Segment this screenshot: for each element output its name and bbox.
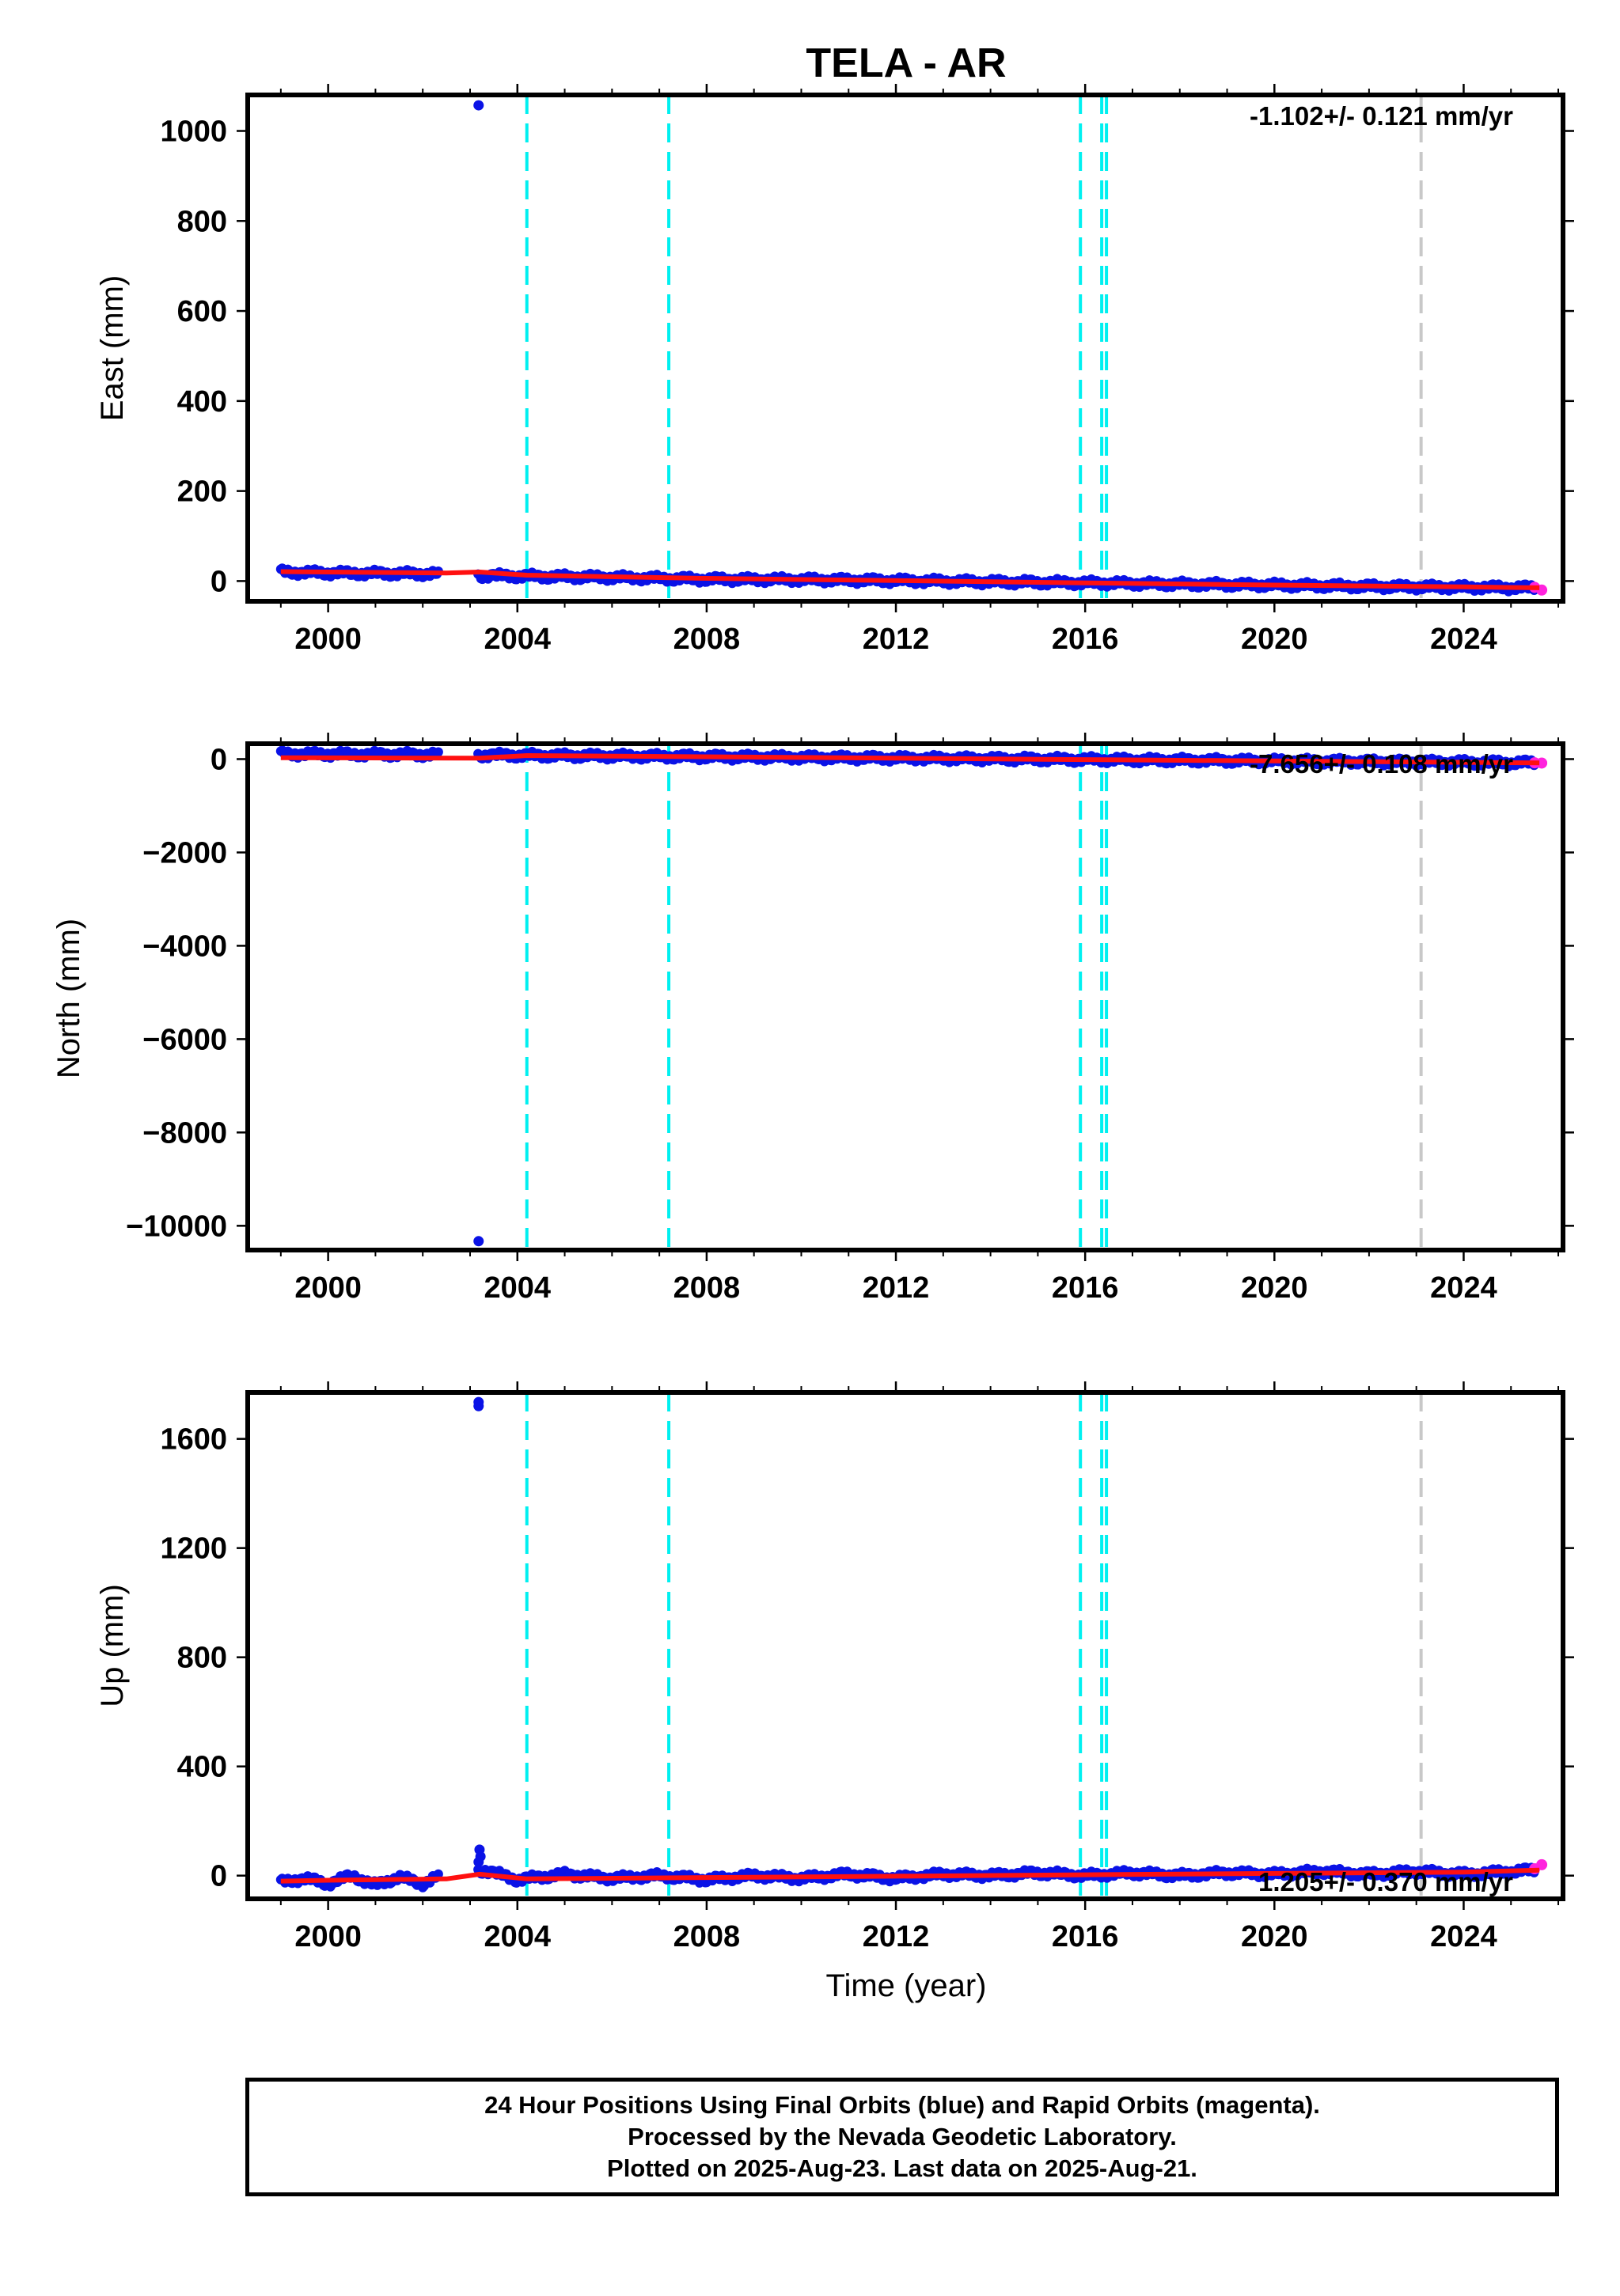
- east-x-tick-label: 2016: [1052, 623, 1119, 656]
- up-outlier-point: [473, 1400, 484, 1411]
- up-y-tick-label: 1600: [160, 1423, 227, 1457]
- north-panel: North (mm) 2000 2004 2008 2012 2016 2020 2024 0…: [51, 733, 1574, 1305]
- up-outlier-point: [473, 1856, 484, 1867]
- east-x-tick-label: 2020: [1241, 623, 1308, 656]
- up-y-tick-label: 0: [211, 1860, 227, 1893]
- east-axis-label: East (mm): [95, 275, 130, 421]
- east-x-tick-label: 2000: [294, 623, 362, 656]
- x-axis-label: Time (year): [826, 1968, 987, 2003]
- north-x-tick-label: 2016: [1052, 1271, 1119, 1305]
- north-y-tick-label: −6000: [142, 1023, 227, 1056]
- north-outlier-point: [473, 1236, 484, 1247]
- east-y-tick-label: 200: [177, 475, 227, 509]
- up-plot-frame: [245, 1390, 1565, 1901]
- north-rate-label: -7.656+/- 0.108 mm/yr: [1250, 749, 1513, 779]
- north-y-tick-label: −8000: [142, 1116, 227, 1150]
- north-model-line: [280, 753, 1540, 766]
- up-x-tick-label: 2004: [484, 1920, 551, 1953]
- east-x-tick-label: 2024: [1430, 623, 1497, 656]
- north-y-tick-label: 0: [211, 743, 227, 776]
- east-y-tick-label: 0: [211, 565, 227, 598]
- north-y-tick-label: −10000: [126, 1210, 227, 1243]
- up-x-tick-label: 2000: [294, 1920, 362, 1953]
- up-model-line: [280, 1867, 1540, 1884]
- east-x-tick-label: 2012: [863, 623, 930, 656]
- footer-line-3: Plotted on 2025-Aug-23. Last data on 202…: [607, 2154, 1197, 2182]
- up-rapid-orbit-point: [1536, 1858, 1548, 1870]
- east-x-tick-label: 2008: [673, 623, 741, 656]
- north-x-tick-label: 2024: [1430, 1271, 1497, 1305]
- east-y-tick-label: 400: [177, 385, 227, 419]
- east-plot-frame: [245, 93, 1565, 604]
- up-x-tick-label: 2020: [1241, 1920, 1308, 1953]
- up-y-tick-label: 1200: [160, 1533, 227, 1566]
- up-panel: Up (mm) 2000 2004 2008 2012 2016 2020 2024 0 400…: [95, 1381, 1574, 1953]
- up-x-tick-label: 2012: [863, 1920, 930, 1953]
- east-outlier-point: [473, 100, 484, 111]
- footer-line-1: 24 Hour Positions Using Final Orbits (bl…: [484, 2091, 1320, 2119]
- east-y-tick-label: 1000: [160, 116, 227, 149]
- north-final-orbit-point: [433, 747, 443, 757]
- up-rate-label: 1.205+/- 0.370 mm/yr: [1258, 1867, 1513, 1896]
- footer-line-2: Processed by the Nevada Geodetic Laborat…: [628, 2123, 1177, 2150]
- chart-title: TELA - AR: [806, 40, 1006, 86]
- up-axis-label: Up (mm): [95, 1584, 130, 1707]
- north-plot-frame: [245, 741, 1565, 1252]
- north-x-tick-label: 2012: [863, 1271, 930, 1305]
- up-final-orbit-point: [433, 1869, 443, 1879]
- north-y-tick-label: −2000: [142, 836, 227, 870]
- north-x-tick-label: 2004: [484, 1271, 551, 1305]
- east-rate-label: -1.102+/- 0.121 mm/yr: [1250, 101, 1513, 131]
- east-y-tick-label: 800: [177, 205, 227, 238]
- east-y-tick-label: 600: [177, 295, 227, 328]
- north-x-tick-label: 2000: [294, 1271, 362, 1305]
- east-model-line: [280, 569, 1540, 590]
- east-x-tick-label: 2004: [484, 623, 551, 656]
- up-x-tick-label: 2024: [1430, 1920, 1497, 1953]
- north-x-tick-label: 2008: [673, 1271, 741, 1305]
- north-rapid-orbit-point: [1536, 757, 1548, 769]
- north-x-tick-label: 2020: [1241, 1271, 1308, 1305]
- footer-box: 24 Hour Positions Using Final Orbits (bl…: [245, 2078, 1559, 2196]
- up-y-tick-label: 400: [177, 1751, 227, 1784]
- up-y-tick-label: 800: [177, 1642, 227, 1675]
- up-x-tick-label: 2016: [1052, 1920, 1119, 1953]
- north-y-tick-label: −4000: [142, 930, 227, 963]
- north-axis-label: North (mm): [51, 919, 86, 1078]
- up-x-tick-label: 2008: [673, 1920, 741, 1953]
- east-panel: East (mm) 2000 2004 2008 2012 2016 2020 2024 0 2…: [95, 84, 1574, 656]
